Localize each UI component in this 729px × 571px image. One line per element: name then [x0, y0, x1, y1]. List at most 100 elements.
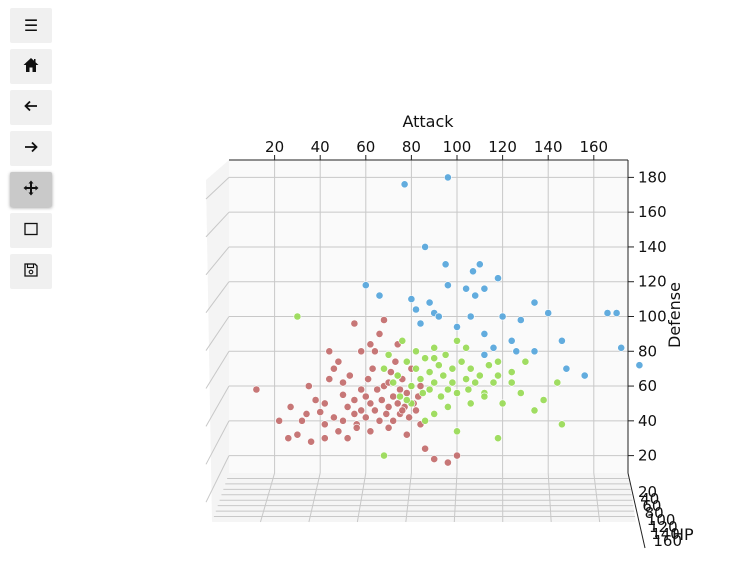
scatter-point-series-1: [425, 368, 434, 376]
y-tick-label: 80: [645, 504, 664, 522]
axis-labels: Attack Defense HP: [402, 112, 694, 544]
scatter-point-series-0: [393, 399, 402, 408]
scatter-point-series-2: [412, 305, 420, 314]
scatter-point-series-1: [484, 361, 493, 370]
scatter-point-series-0: [382, 409, 391, 418]
z-tick-label: 80: [638, 342, 657, 360]
scatter-point-series-1: [494, 357, 502, 366]
scatter-point-series-1: [494, 371, 502, 380]
scatter-point-series-0: [389, 392, 398, 401]
scatter-point-series-1: [380, 451, 388, 460]
z-axis-label: Defense: [665, 282, 684, 348]
y-tick-label: 40: [640, 490, 659, 508]
scatter-point-series-0: [375, 416, 384, 425]
scatter-point-series-1: [489, 378, 498, 387]
y-tick-label: 20: [638, 483, 657, 501]
scatter-point-series-0: [373, 385, 382, 394]
scatter-point-series-0: [320, 399, 329, 408]
scatter-point-series-2: [466, 312, 475, 321]
scatter-point-series-0: [405, 413, 413, 422]
scatter-point-series-1: [462, 375, 470, 383]
scatter-point-series-0: [293, 430, 302, 439]
back-button[interactable]: [10, 90, 52, 125]
z-side-grid-line: [205, 177, 230, 200]
scatter-point-series-2: [530, 298, 539, 307]
scatter-point-series-2: [494, 274, 502, 283]
scatter-point-series-1: [507, 378, 516, 387]
z-side-grid-line: [205, 246, 230, 276]
scatter-point-series-1: [437, 392, 445, 401]
scatter-point-series-1: [464, 385, 473, 394]
scatter-point-series-2: [635, 361, 644, 370]
scatter-point-series-1: [516, 389, 525, 397]
tick-labels: 20 40 60 80 100 120 140 16020406080100120140160…: [265, 138, 682, 550]
scatter-point-series-2: [453, 322, 461, 331]
scatter-point-series-0: [366, 399, 375, 408]
menu-button[interactable]: ☰: [10, 8, 52, 43]
scatter-point-series-1: [416, 375, 425, 383]
scatter-point-series-2: [425, 298, 434, 307]
scatter-point-series-0: [364, 375, 372, 383]
scatter-point-series-1: [443, 385, 452, 394]
scatter-point-series-2: [416, 319, 425, 328]
y-tick-label: 140: [651, 525, 680, 543]
scatter-point-series-2: [469, 267, 477, 276]
scatter-point-series-1: [448, 364, 457, 373]
zoom-button[interactable]: [10, 213, 52, 248]
grid-lines: [205, 160, 636, 523]
scatter-point-series-2: [512, 347, 521, 356]
hamburger-icon: ☰: [23, 16, 39, 35]
scatter-point-series-0: [443, 458, 452, 467]
scatter-point-series-2: [443, 281, 452, 290]
z-side-grid-line: [205, 420, 230, 465]
scatter-point-series-0: [302, 409, 311, 418]
y-tick-label: 100: [647, 511, 676, 529]
scatter-point-series-1: [421, 416, 429, 425]
scatter-point-series-1: [434, 361, 443, 370]
scatter-point-series-1: [402, 357, 411, 366]
home-button[interactable]: [10, 49, 52, 84]
scatter-point-series-1: [453, 336, 461, 345]
scatter-point-series-1: [421, 354, 429, 363]
scatter-point-series-1: [441, 350, 450, 359]
scatter-point-series-2: [480, 284, 489, 293]
scatter-point-series-0: [329, 364, 338, 373]
save-button[interactable]: [10, 254, 52, 289]
z-side-grid-line: [205, 385, 230, 427]
scatter-point-series-1: [462, 343, 470, 352]
scatter-point-series-0: [343, 434, 352, 443]
z-tick-label: 100: [638, 308, 667, 326]
x-floor-grid-line: [259, 472, 276, 523]
scatter-point-series-0: [275, 416, 284, 425]
x-axis-label: Attack: [402, 112, 454, 131]
scatter-point-series-2: [480, 350, 489, 359]
scatter-point-series-0: [370, 347, 379, 356]
x-tick-label: 80: [402, 138, 421, 156]
scatter-point-series-1: [396, 392, 404, 401]
scatter-point-series-1: [448, 378, 457, 387]
forward-button[interactable]: [10, 131, 52, 166]
scatter-point-series-1: [398, 336, 407, 345]
zoom-rect-icon: [22, 220, 40, 242]
scatter-point-series-1: [521, 357, 530, 366]
scatter-point-series-1: [480, 392, 489, 401]
scatter-point-series-1: [453, 427, 461, 436]
data-points: [252, 173, 644, 467]
scatter-point-series-0: [377, 396, 386, 404]
x-floor-grid-line: [405, 472, 412, 523]
scatter-point-series-0: [252, 385, 261, 394]
scatter-point-series-1: [412, 364, 420, 373]
x-tick-label: 120: [488, 138, 517, 156]
x-tick-label: 160: [579, 138, 608, 156]
floor-pane: [212, 473, 636, 522]
scatter-point-series-0: [412, 406, 420, 415]
scatter-point-series-1: [407, 382, 416, 390]
scatter-point-series-0: [453, 451, 461, 460]
x-tick-label: 60: [356, 138, 375, 156]
scatter-point-series-2: [462, 284, 470, 293]
pan-button[interactable]: [10, 172, 52, 207]
floppy-disk-icon: [22, 261, 40, 283]
scatter-point-series-0: [334, 427, 343, 436]
scatter-point-series-0: [375, 329, 384, 338]
